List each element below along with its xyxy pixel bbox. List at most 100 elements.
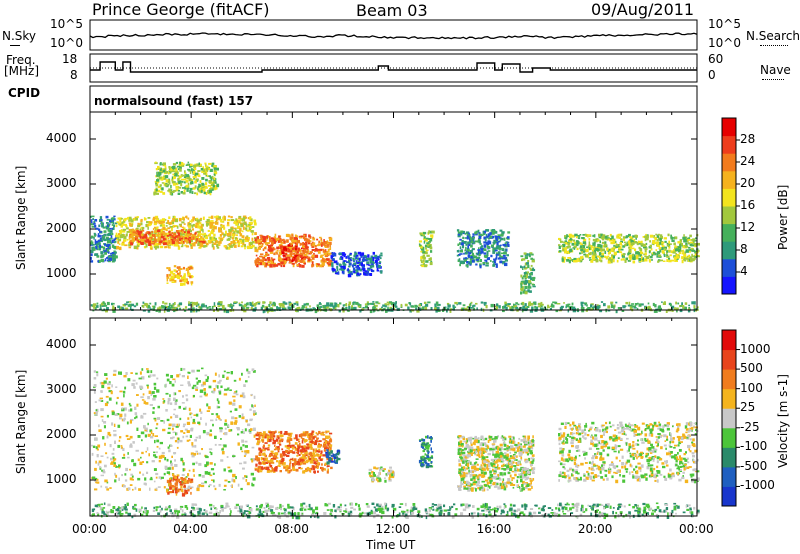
heatmap-cell (246, 235, 249, 238)
heatmap-cell (120, 402, 124, 406)
heatmap-cell (288, 459, 292, 462)
heatmap-cell (632, 247, 635, 250)
heatmap-cell (218, 301, 221, 304)
heatmap-cell (94, 224, 97, 228)
heatmap-cell (108, 390, 112, 393)
heatmap-cell (285, 252, 288, 256)
heatmap-cell (264, 247, 266, 249)
power-region-12 (90, 301, 699, 314)
heatmap-cell (633, 239, 636, 241)
heatmap-cell (154, 488, 158, 491)
heatmap-cell (182, 468, 185, 472)
heatmap-cell (231, 229, 234, 232)
heatmap-cell (218, 483, 221, 487)
heatmap-cell (327, 252, 331, 256)
heatmap-cell (111, 411, 115, 416)
heatmap-cell (507, 243, 510, 247)
heatmap-cell (233, 245, 237, 248)
heatmap-cell (326, 303, 330, 307)
nave-label: Nave (760, 63, 791, 77)
heatmap-cell (501, 257, 504, 260)
heatmap-cell (676, 307, 679, 311)
heatmap-cell (154, 456, 158, 459)
heatmap-cell (321, 265, 324, 268)
heatmap-cell (91, 452, 94, 456)
heatmap-cell (669, 254, 672, 257)
heatmap-cell (309, 452, 313, 456)
heatmap-cell (472, 236, 475, 239)
heatmap-cell (327, 264, 331, 267)
heatmap-cell (243, 384, 246, 387)
heatmap-cell (485, 229, 490, 232)
heatmap-cell (242, 477, 245, 480)
heatmap-cell (421, 264, 424, 268)
heatmap-cell (179, 187, 182, 189)
heatmap-cell (312, 236, 314, 239)
heatmap-cell (534, 305, 536, 309)
heatmap-cell (524, 262, 528, 266)
heatmap-cell (358, 263, 361, 266)
heatmap-cell (350, 259, 352, 262)
heatmap-cell (291, 259, 294, 262)
heatmap-cell (327, 465, 330, 467)
heatmap-cell (249, 408, 252, 411)
heatmap-cell (384, 305, 387, 308)
heatmap-cell (669, 303, 672, 307)
heatmap-cell (139, 461, 143, 465)
heatmap-cell (291, 239, 295, 243)
heatmap-cell (165, 305, 168, 308)
heatmap-cell (478, 233, 482, 237)
heatmap-cell (242, 239, 244, 243)
heatmap-cell (215, 418, 218, 421)
heatmap-cell (498, 256, 502, 260)
heatmap-cell (171, 281, 175, 283)
heatmap-cell (278, 258, 282, 262)
heatmap-cell (273, 303, 276, 307)
heatmap-cell (296, 259, 301, 262)
heatmap-cell (583, 253, 587, 256)
heatmap-cell (459, 232, 463, 236)
heatmap-cell (610, 301, 614, 304)
heatmap-cell (238, 215, 242, 220)
heatmap-cell (120, 445, 123, 447)
heatmap-cell (189, 434, 192, 438)
heatmap-cell (219, 303, 223, 306)
heatmap-cell (524, 267, 527, 270)
heatmap-cell (483, 252, 487, 255)
heatmap-cell (215, 413, 219, 416)
heatmap-cell (98, 424, 100, 428)
heatmap-cell (436, 306, 440, 310)
heatmap-cell (94, 437, 98, 441)
heatmap-cell (355, 260, 358, 264)
heatmap-cell (111, 227, 113, 230)
heatmap-cell (94, 253, 99, 256)
heatmap-cell (213, 226, 217, 230)
heatmap-cell (153, 386, 157, 390)
heatmap-cell (655, 309, 658, 313)
heatmap-cell (150, 370, 153, 374)
heatmap-cell (227, 387, 229, 391)
heatmap-cell (520, 255, 524, 258)
heatmap-cell (275, 447, 277, 450)
heatmap-cell (674, 245, 677, 248)
heatmap-cell (220, 459, 224, 462)
heatmap-cell (449, 309, 452, 313)
heatmap-cell (180, 178, 184, 181)
heatmap-cell (632, 235, 636, 238)
heatmap-cell (177, 437, 180, 441)
heatmap-cell (309, 259, 313, 262)
heatmap-cell (239, 238, 242, 241)
heatmap-cell (338, 253, 342, 255)
heatmap-cell (673, 256, 677, 260)
heatmap-cell (260, 457, 263, 461)
heatmap-cell (221, 448, 224, 451)
heatmap-cell (110, 390, 113, 395)
heatmap-cell (486, 254, 489, 257)
heatmap-cell (208, 385, 212, 389)
heatmap-cell (312, 237, 316, 241)
heatmap-cell (158, 309, 161, 313)
heatmap-cell (264, 466, 268, 469)
heatmap-cell (303, 262, 306, 265)
heatmap-cell (524, 277, 527, 280)
power-region-8 (418, 230, 435, 268)
